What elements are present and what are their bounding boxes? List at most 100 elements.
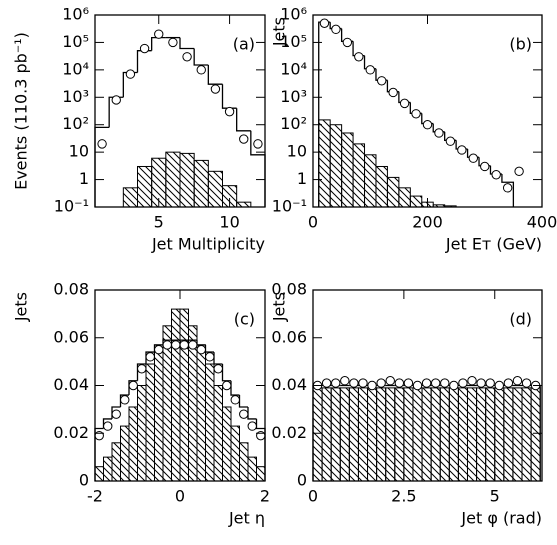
y-tick-label: 10² xyxy=(62,114,89,133)
data-point xyxy=(434,128,444,138)
hatched-bar xyxy=(385,387,396,482)
x-tick-label: 5 xyxy=(490,487,500,506)
data-point xyxy=(365,65,375,75)
hatched-bar xyxy=(193,159,209,208)
hatched-bar xyxy=(120,425,130,482)
hatched-bar xyxy=(448,387,459,482)
hatched-bar xyxy=(466,387,478,482)
y-tick-label: 10⁵ xyxy=(62,32,89,51)
hatched-bar xyxy=(439,387,450,482)
data-point xyxy=(340,376,350,386)
y-tick-label: 1 xyxy=(79,169,89,188)
hatched-bar xyxy=(137,385,147,482)
hatched-bar xyxy=(330,387,341,482)
hatched-bar xyxy=(171,308,181,482)
y-tick-label: 10³ xyxy=(280,87,307,106)
data-point xyxy=(210,84,221,94)
data-point xyxy=(367,380,377,391)
x-axis-label: Jet Eᴛ (GeV) xyxy=(445,235,542,254)
data-point xyxy=(188,340,198,350)
hatched-bar xyxy=(386,176,400,208)
data-point xyxy=(179,340,189,350)
step-bin xyxy=(501,173,515,207)
step-bin xyxy=(207,65,223,85)
data-point xyxy=(205,352,215,362)
hatched-bar xyxy=(339,387,350,482)
data-point xyxy=(321,378,332,388)
data-point xyxy=(440,378,450,388)
data-point xyxy=(239,134,249,144)
step-bin xyxy=(151,36,166,51)
x-axis-label: Jet η xyxy=(228,509,265,528)
y-tick-label: 10³ xyxy=(62,87,89,106)
data-point xyxy=(120,395,130,405)
plot-frame xyxy=(94,14,266,208)
y-tick-label: 0 xyxy=(79,471,89,490)
data-point xyxy=(222,380,232,391)
hatched-bar xyxy=(376,387,387,482)
data-point xyxy=(394,378,405,388)
data-point xyxy=(503,378,514,388)
step-bin xyxy=(119,394,129,407)
data-point xyxy=(168,37,178,48)
data-point xyxy=(399,98,410,109)
data-point xyxy=(411,109,421,119)
y-axis-label: Jets xyxy=(270,17,289,47)
y-tick-label: 10⁶ xyxy=(280,5,307,24)
data-point xyxy=(521,378,532,388)
hatched-bar xyxy=(137,165,153,208)
y-tick-label: 10⁵ xyxy=(280,32,307,51)
x-tick-label: 10 xyxy=(219,213,239,232)
hatched-bar xyxy=(403,387,414,482)
data-point xyxy=(139,43,150,54)
step-bin xyxy=(238,395,248,408)
data-point xyxy=(230,395,240,405)
data-point xyxy=(256,430,266,441)
data-point xyxy=(485,378,495,388)
y-tick-label: 1 xyxy=(297,169,307,188)
step-bin xyxy=(196,340,206,346)
y-tick-label: 10 xyxy=(287,142,307,161)
data-point xyxy=(377,76,387,86)
data-point xyxy=(154,29,164,39)
data-point xyxy=(502,183,513,193)
data-point xyxy=(213,364,223,374)
hatched-bar xyxy=(179,308,189,482)
hatched-bar xyxy=(213,385,223,482)
step-bin xyxy=(193,48,209,66)
y-tick-label: 10 xyxy=(69,142,89,161)
hatched-bar xyxy=(348,387,359,482)
data-point xyxy=(430,378,441,388)
data-point xyxy=(94,430,104,441)
hatched-bar xyxy=(398,187,411,208)
data-point xyxy=(319,18,330,28)
hatched-bar xyxy=(341,132,354,208)
y-tick-label: 10⁴ xyxy=(62,59,89,78)
step-bin xyxy=(213,352,223,365)
x-tick-label: 400 xyxy=(527,213,557,232)
hatched-bar xyxy=(111,442,121,482)
data-point xyxy=(145,352,155,362)
data-point xyxy=(403,378,414,388)
data-point xyxy=(97,139,107,149)
data-point xyxy=(137,364,147,374)
step-bin xyxy=(247,406,257,420)
hatched-bar xyxy=(103,456,113,482)
x-tick-label: 0 xyxy=(308,487,318,506)
hatched-bar xyxy=(364,154,377,208)
data-point xyxy=(358,378,368,388)
data-point xyxy=(162,340,172,350)
hatched-bar xyxy=(239,442,249,482)
y-tick-label: 0.06 xyxy=(271,327,307,346)
step-bin xyxy=(204,344,214,353)
hatched-bar xyxy=(329,124,343,208)
hatched-bar xyxy=(485,387,496,482)
data-point xyxy=(376,378,386,388)
hatched-bar xyxy=(312,387,323,482)
hatched-bar xyxy=(457,387,468,482)
y-tick-label: 10⁻¹ xyxy=(272,197,307,216)
step-bin xyxy=(145,351,155,365)
panel-label: (a) xyxy=(233,35,255,54)
hatched-bar xyxy=(530,387,541,482)
data-point xyxy=(449,380,459,391)
